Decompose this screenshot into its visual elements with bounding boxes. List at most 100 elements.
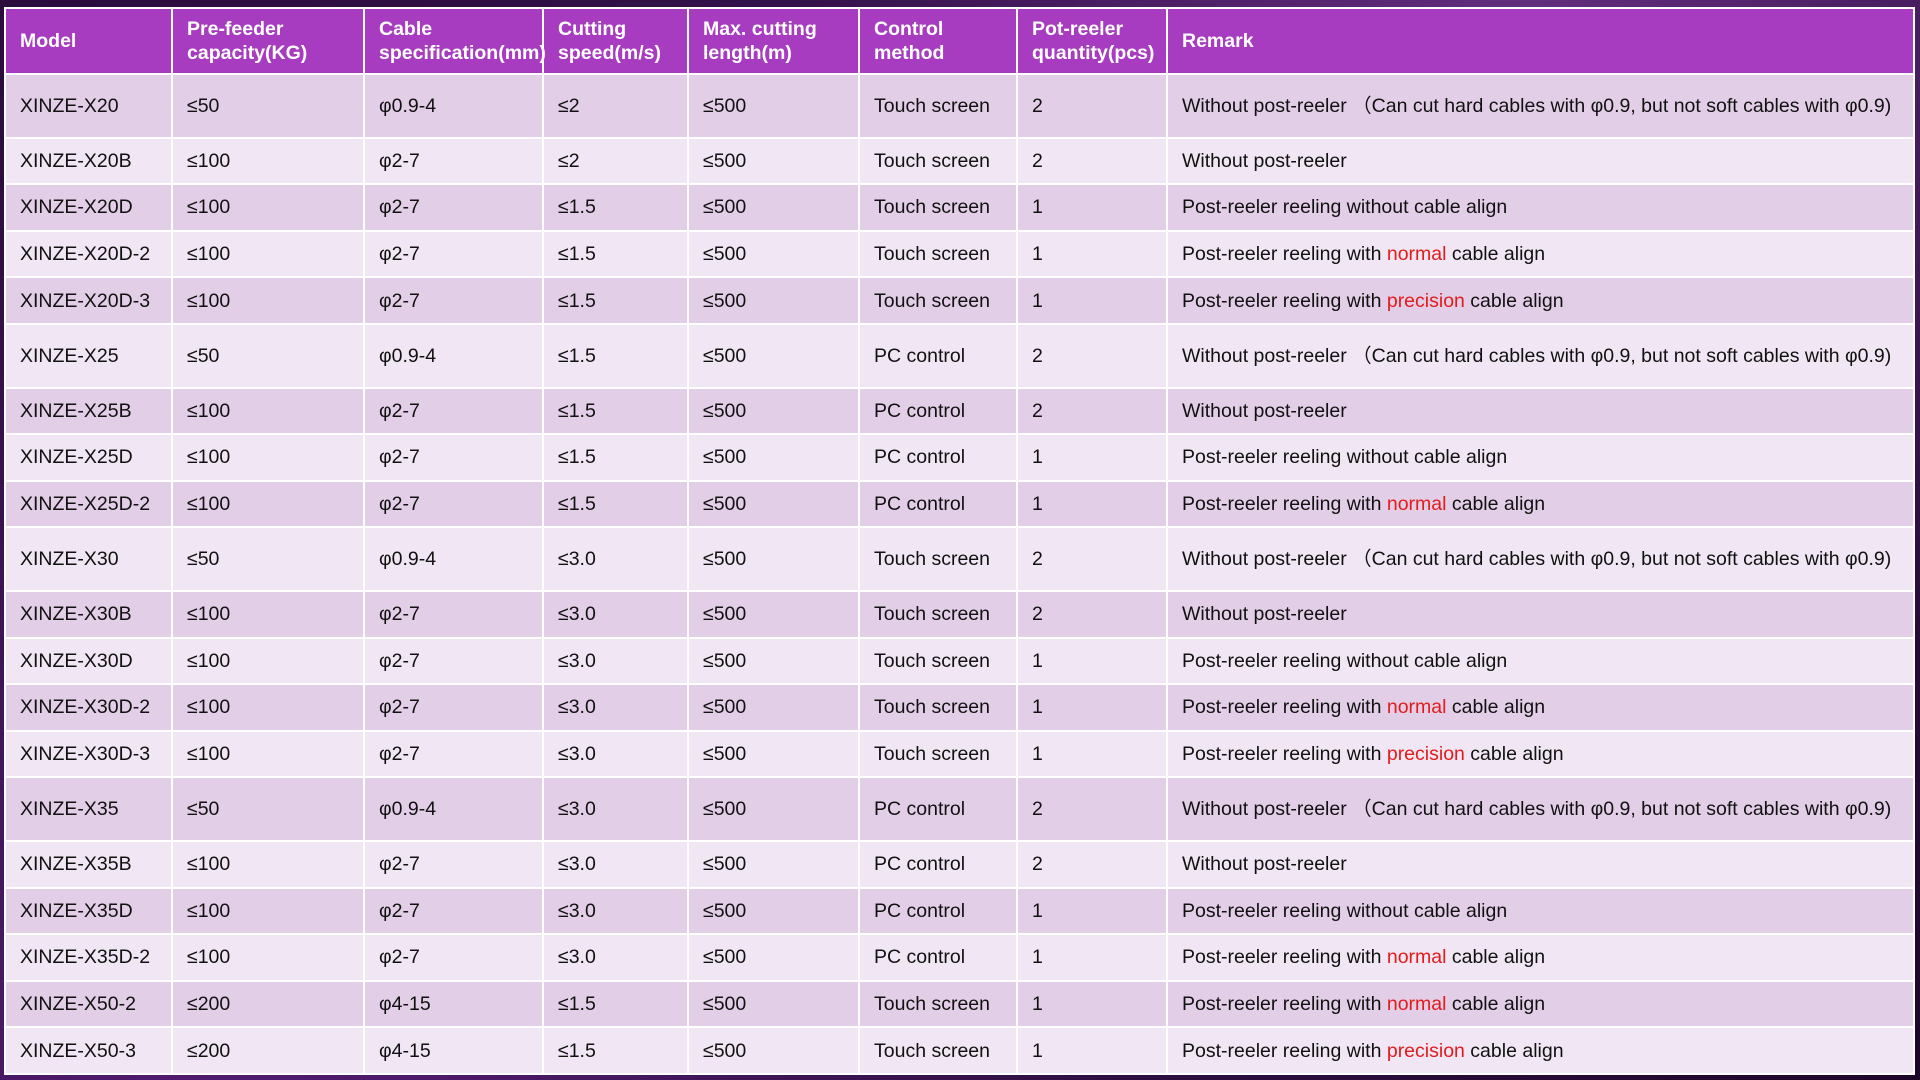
cell-control-method: Touch screen — [858, 136, 1018, 186]
remark-text-tail: cable align — [1446, 696, 1546, 719]
cell-model: XINZE-X35D-2 — [4, 933, 173, 982]
remark-text: Without post-reeler — [1182, 853, 1347, 876]
cell-model: XINZE-X25D-2 — [4, 479, 173, 529]
table-row: XINZE-X25B ≤100 φ2-7 ≤1.5 ≤500 PC control 2 Wit… — [4, 386, 1915, 436]
remark-text: Without post-reeler （Can cut hard cables… — [1182, 344, 1892, 367]
cell-cutting-speed: ≤1.5 — [542, 479, 689, 529]
remark-text: Post-reeler reeling with — [1182, 243, 1387, 266]
cell-capacity: ≤100 — [171, 636, 365, 686]
cell-remark: Post-reeler reeling with precision cable… — [1166, 729, 1915, 779]
remark-highlight: precision — [1386, 1039, 1465, 1062]
cell-max-length: ≤500 — [687, 433, 860, 482]
cell-model: XINZE-X20 — [4, 73, 173, 139]
cell-max-length: ≤500 — [687, 729, 860, 779]
remark-highlight: normal — [1386, 946, 1447, 969]
cell-remark: Post-reeler reeling with normal cable al… — [1166, 479, 1915, 529]
cell-model: XINZE-X30D — [4, 636, 173, 686]
cell-cable-spec: φ2-7 — [363, 183, 544, 232]
cell-control-method: Touch screen — [858, 589, 1018, 639]
cell-cutting-speed: ≤3.0 — [542, 683, 689, 732]
remark-text: Post-reeler reeling with — [1182, 1039, 1387, 1062]
remark-highlight: normal — [1386, 993, 1447, 1016]
cell-cable-spec: φ2-7 — [363, 886, 544, 936]
cell-cable-spec: φ0.9-4 — [363, 322, 544, 389]
cell-control-method: PC control — [858, 433, 1018, 482]
cell-cable-spec: φ2-7 — [363, 386, 544, 436]
remark-highlight: normal — [1386, 696, 1447, 719]
cell-remark: Without post-reeler （Can cut hard cables… — [1166, 776, 1915, 842]
cell-cable-spec: φ2-7 — [363, 589, 544, 639]
cell-max-length: ≤500 — [687, 73, 860, 139]
spec-table: Model Pre-feeder capacity(KG) Cable spec… — [4, 7, 1915, 1075]
cell-cable-spec: φ2-7 — [363, 683, 544, 732]
table-row: XINZE-X30 ≤50 φ0.9-4 ≤3.0 ≤500 Touch screen 2 W… — [4, 526, 1915, 592]
cell-model: XINZE-X20D — [4, 183, 173, 232]
remark-text: Post-reeler reeling with — [1182, 993, 1387, 1016]
cell-cable-spec: φ0.9-4 — [363, 776, 544, 842]
cell-remark: Without post-reeler （Can cut hard cables… — [1166, 526, 1915, 592]
cell-cable-spec: φ2-7 — [363, 229, 544, 279]
cell-capacity: ≤50 — [171, 776, 365, 842]
remark-text: Post-reeler reeling without cable align — [1182, 196, 1508, 219]
cell-max-length: ≤500 — [687, 589, 860, 639]
cell-capacity: ≤100 — [171, 136, 365, 186]
remark-highlight: precision — [1386, 289, 1465, 312]
cell-control-method: Touch screen — [858, 229, 1018, 279]
cell-remark: Without post-reeler — [1166, 136, 1915, 186]
table-header: Model Pre-feeder capacity(KG) Cable spec… — [4, 7, 1915, 75]
table-row: XINZE-X30D-2 ≤100 φ2-7 ≤3.0 ≤500 Touch screen… — [4, 683, 1915, 732]
cell-control-method: Touch screen — [858, 636, 1018, 686]
cell-cable-spec: φ2-7 — [363, 479, 544, 529]
table-row: XINZE-X20D-3 ≤100 φ2-7 ≤1.5 ≤500 Touch screen… — [4, 276, 1915, 325]
cell-remark: Post-reeler reeling with normal cable al… — [1166, 683, 1915, 732]
remark-text: Without post-reeler （Can cut hard cables… — [1182, 94, 1892, 117]
header-control-method: Control method — [858, 7, 1018, 75]
spec-table-container: Model Pre-feeder capacity(KG) Cable spec… — [4, 7, 1915, 1075]
remark-text-tail: cable align — [1464, 289, 1564, 312]
table-row: XINZE-X35D ≤100 φ2-7 ≤3.0 ≤500 PC control 1 Pos… — [4, 886, 1915, 936]
cell-remark: Post-reeler reeling with normal cable al… — [1166, 979, 1915, 1029]
cell-capacity: ≤50 — [171, 73, 365, 139]
cell-capacity: ≤100 — [171, 886, 365, 936]
cell-control-method: Touch screen — [858, 276, 1018, 325]
cell-model: XINZE-X35 — [4, 776, 173, 842]
cell-control-method: Touch screen — [858, 683, 1018, 732]
cell-remark: Post-reeler reeling with normal cable al… — [1166, 933, 1915, 982]
table-row: XINZE-X50-2 ≤200 φ4-15 ≤1.5 ≤500 Touch screen… — [4, 979, 1915, 1029]
cell-model: XINZE-X25D — [4, 433, 173, 482]
cell-cutting-speed: ≤1.5 — [542, 276, 689, 325]
cell-pot-reeler-qty: 2 — [1016, 589, 1168, 639]
cell-remark: Post-reeler reeling without cable align — [1166, 433, 1915, 482]
cell-model: XINZE-X30D-3 — [4, 729, 173, 779]
cell-pot-reeler-qty: 2 — [1016, 322, 1168, 389]
cell-max-length: ≤500 — [687, 183, 860, 232]
cell-control-method: Touch screen — [858, 729, 1018, 779]
cell-cutting-speed: ≤1.5 — [542, 1026, 689, 1075]
header-row: Model Pre-feeder capacity(KG) Cable spec… — [4, 7, 1915, 75]
cell-cutting-speed: ≤1.5 — [542, 322, 689, 389]
cell-capacity: ≤100 — [171, 229, 365, 279]
cell-cutting-speed: ≤1.5 — [542, 433, 689, 482]
remark-text: Post-reeler reeling with — [1182, 743, 1387, 766]
remark-text-tail: cable align — [1446, 243, 1546, 266]
cell-model: XINZE-X35B — [4, 839, 173, 889]
remark-text: Without post-reeler — [1182, 399, 1347, 422]
table-row: XINZE-X25 ≤50 φ0.9-4 ≤1.5 ≤500 PC control 2 Wit… — [4, 322, 1915, 389]
cell-max-length: ≤500 — [687, 979, 860, 1029]
cell-model: XINZE-X25 — [4, 322, 173, 389]
cell-max-length: ≤500 — [687, 322, 860, 389]
table-row: XINZE-X20 ≤50 φ0.9-4 ≤2 ≤500 Touch screen 2 Wit… — [4, 73, 1915, 139]
cell-capacity: ≤100 — [171, 479, 365, 529]
cell-cable-spec: φ2-7 — [363, 839, 544, 889]
cell-model: XINZE-X35D — [4, 886, 173, 936]
cell-max-length: ≤500 — [687, 933, 860, 982]
cell-max-length: ≤500 — [687, 386, 860, 436]
table-row: XINZE-X35D-2 ≤100 φ2-7 ≤3.0 ≤500 PC control 1 P… — [4, 933, 1915, 982]
cell-max-length: ≤500 — [687, 136, 860, 186]
remark-text: Without post-reeler — [1182, 603, 1347, 626]
remark-text: Post-reeler reeling with — [1182, 946, 1387, 969]
cell-pot-reeler-qty: 2 — [1016, 526, 1168, 592]
cell-control-method: Touch screen — [858, 526, 1018, 592]
cell-remark: Without post-reeler — [1166, 839, 1915, 889]
cell-pot-reeler-qty: 1 — [1016, 183, 1168, 232]
